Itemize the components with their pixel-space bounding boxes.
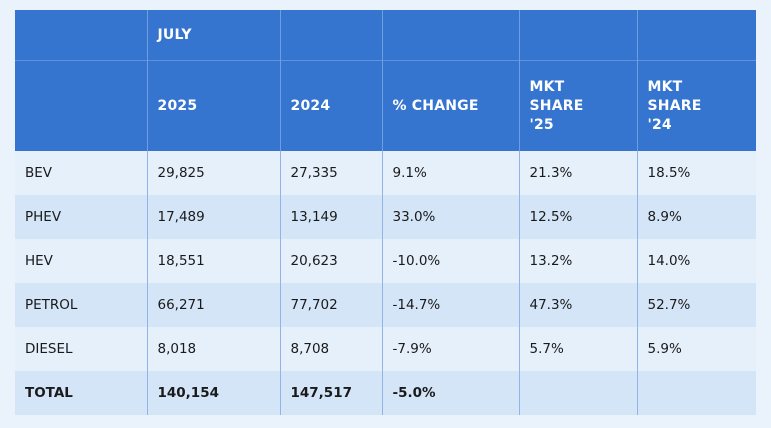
cell-share-25: 21.3% bbox=[518, 151, 637, 195]
table-row: BEV 29,825 27,335 9.1% 21.3% 18.5% bbox=[15, 151, 756, 195]
cell-2024: 27,335 bbox=[279, 151, 382, 195]
cell-share-24: 5.9% bbox=[636, 327, 756, 371]
header-share-25: MKT SHARE '25 bbox=[518, 60, 637, 151]
table-row: DIESEL 8,018 8,708 -7.9% 5.7% 5.9% bbox=[15, 327, 756, 371]
header-share-24-line: MKT bbox=[647, 78, 683, 95]
row-label: BEV bbox=[15, 151, 147, 195]
cell-share-24: 52.7% bbox=[636, 283, 756, 327]
total-label: TOTAL bbox=[15, 371, 147, 415]
header-empty bbox=[381, 10, 519, 61]
cell-2024: 13,149 bbox=[279, 195, 382, 239]
cell-share-24: 8.9% bbox=[636, 195, 756, 239]
header-group-label: JULY bbox=[146, 10, 280, 61]
cell-2024: 8,708 bbox=[279, 327, 382, 371]
cell-2024: 20,623 bbox=[279, 239, 382, 283]
header-label-column bbox=[15, 60, 147, 151]
row-label: PHEV bbox=[15, 195, 147, 239]
cell-share-25: 5.7% bbox=[518, 327, 637, 371]
table-row: PHEV 17,489 13,149 33.0% 12.5% 8.9% bbox=[15, 195, 756, 239]
header-pct-change: % CHANGE bbox=[381, 60, 519, 151]
header-empty bbox=[636, 10, 756, 61]
header-share-25-line: MKT bbox=[529, 78, 565, 95]
total-row: TOTAL 140,154 147,517 -5.0% bbox=[15, 371, 756, 415]
header-share-24: MKT SHARE '24 bbox=[636, 60, 756, 151]
table-row: PETROL 66,271 77,702 -14.7% 47.3% 52.7% bbox=[15, 283, 756, 327]
cell-share-24: 14.0% bbox=[636, 239, 756, 283]
cell-change: -14.7% bbox=[381, 283, 519, 327]
header-row-columns: 2025 2024 % CHANGE MKT SHARE '25 MKT SHA… bbox=[15, 60, 756, 151]
header-share-24-line: '24 bbox=[647, 116, 672, 133]
cell-change: 33.0% bbox=[381, 195, 519, 239]
row-label: PETROL bbox=[15, 283, 147, 327]
header-share-24-line: SHARE bbox=[647, 97, 702, 114]
total-share-24 bbox=[636, 371, 756, 415]
total-share-25 bbox=[518, 371, 637, 415]
cell-2025: 17,489 bbox=[146, 195, 280, 239]
header-empty bbox=[518, 10, 637, 61]
cell-2024: 77,702 bbox=[279, 283, 382, 327]
cell-share-24: 18.5% bbox=[636, 151, 756, 195]
cell-2025: 66,271 bbox=[146, 283, 280, 327]
header-share-25-line: '25 bbox=[529, 116, 554, 133]
row-label: DIESEL bbox=[15, 327, 147, 371]
row-label: HEV bbox=[15, 239, 147, 283]
cell-share-25: 13.2% bbox=[518, 239, 637, 283]
cell-2025: 8,018 bbox=[146, 327, 280, 371]
cell-change: 9.1% bbox=[381, 151, 519, 195]
sales-table: JULY 2025 2024 % CHANGE MKT SHARE '25 MK… bbox=[15, 10, 756, 415]
cell-2025: 29,825 bbox=[146, 151, 280, 195]
header-empty bbox=[279, 10, 382, 61]
total-2025: 140,154 bbox=[146, 371, 280, 415]
cell-share-25: 12.5% bbox=[518, 195, 637, 239]
total-2024: 147,517 bbox=[279, 371, 382, 415]
sales-table-container: JULY 2025 2024 % CHANGE MKT SHARE '25 MK… bbox=[15, 10, 756, 415]
header-row-group: JULY bbox=[15, 10, 756, 61]
cell-change: -10.0% bbox=[381, 239, 519, 283]
cell-share-25: 47.3% bbox=[518, 283, 637, 327]
header-2024: 2024 bbox=[279, 60, 382, 151]
header-2025: 2025 bbox=[146, 60, 280, 151]
table-row: HEV 18,551 20,623 -10.0% 13.2% 14.0% bbox=[15, 239, 756, 283]
cell-2025: 18,551 bbox=[146, 239, 280, 283]
header-share-25-line: SHARE bbox=[529, 97, 584, 114]
cell-change: -7.9% bbox=[381, 327, 519, 371]
total-change: -5.0% bbox=[381, 371, 519, 415]
header-empty-corner bbox=[15, 10, 147, 61]
